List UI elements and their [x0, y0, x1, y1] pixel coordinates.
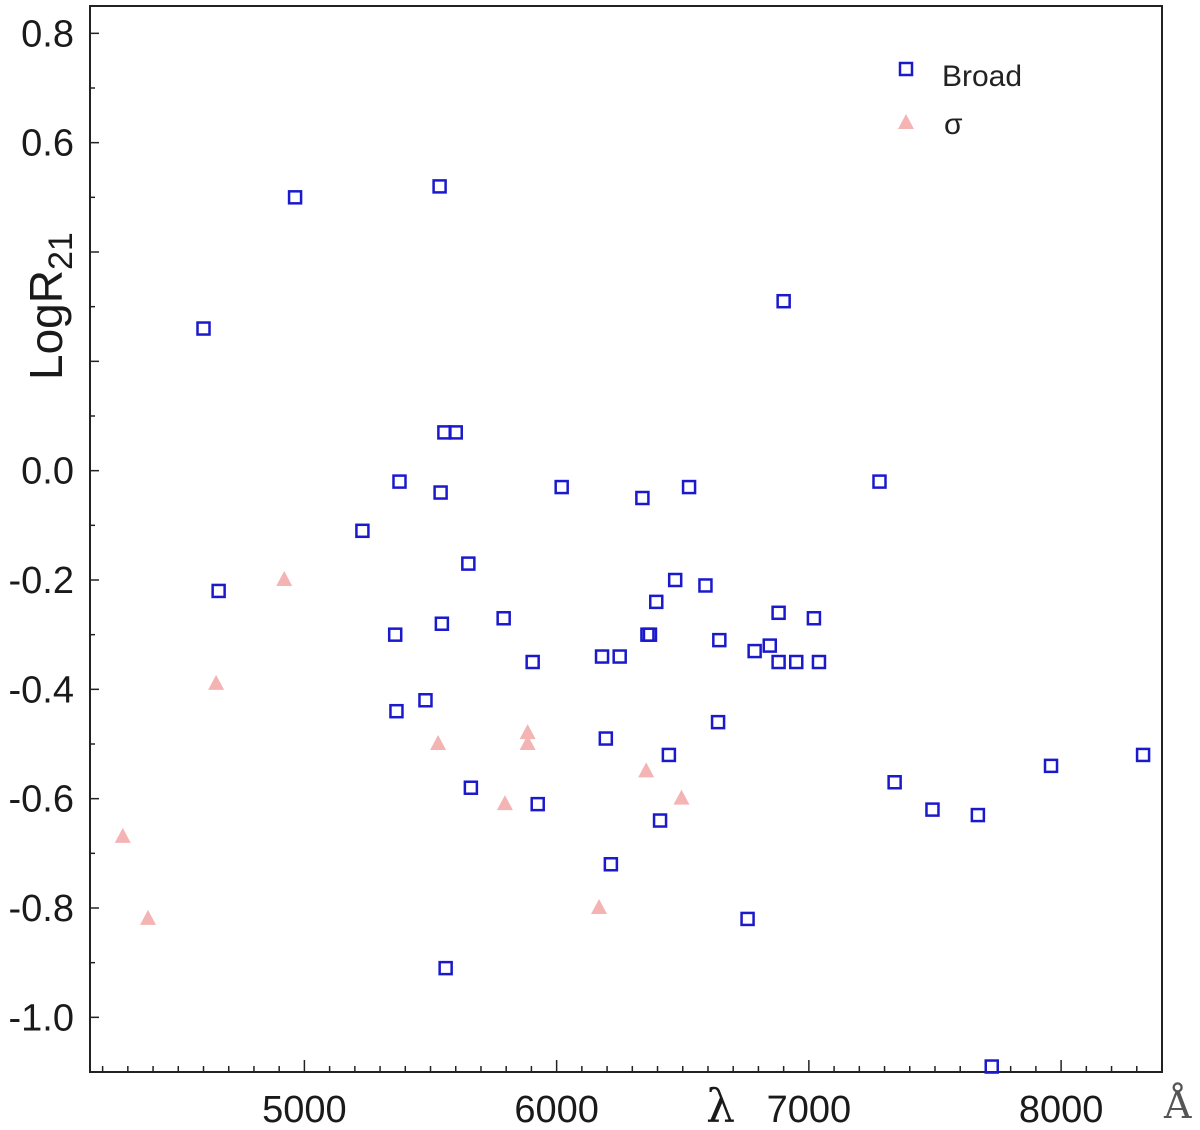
broad-point	[196, 321, 211, 336]
broad-point	[970, 807, 986, 823]
y-axis-label: LogR21	[20, 232, 80, 380]
broad-point	[681, 479, 697, 495]
x-tick-label: 7000	[767, 1089, 852, 1130]
sigma-point	[430, 735, 447, 750]
broad-point	[463, 780, 479, 795]
legend-marker-broad	[898, 61, 914, 77]
sigma-point	[673, 789, 690, 805]
broad-point	[806, 611, 822, 626]
x-tick-label: 6000	[514, 1089, 599, 1130]
broad-point	[789, 654, 804, 670]
plot-frame	[89, 5, 1163, 1073]
x-tick-label: 8000	[1019, 1089, 1104, 1130]
broad-point	[598, 731, 614, 746]
broad-point	[771, 605, 786, 621]
sigma-point	[496, 795, 513, 811]
broad-point	[762, 638, 778, 653]
sigma-point	[140, 909, 157, 925]
sigma-point	[276, 571, 293, 586]
y-tick-label: -0.2	[9, 560, 74, 602]
broad-point	[603, 857, 619, 872]
legend: Broad σ	[898, 60, 1022, 141]
broad-point	[432, 179, 447, 194]
broad-point	[712, 632, 727, 648]
broad-point	[496, 611, 511, 626]
sigma-point	[519, 724, 536, 740]
broad-point	[710, 714, 726, 730]
broad-point	[925, 802, 940, 817]
broad-point	[461, 556, 476, 571]
y-tick-label: -1.0	[9, 997, 74, 1039]
broad-point	[287, 190, 303, 205]
broad-point	[438, 960, 453, 976]
sigma-point	[591, 899, 608, 914]
broad-point	[389, 703, 404, 719]
sigma-point	[638, 762, 655, 778]
legend-marker-sigma	[898, 114, 914, 129]
y-axis-label-main: LogR	[20, 270, 72, 380]
broad-point	[211, 583, 226, 599]
broad-point	[448, 425, 463, 440]
legend-label-broad: Broad	[942, 60, 1022, 93]
broad-point	[740, 911, 755, 927]
broad-point	[433, 485, 448, 500]
sigma-point	[519, 735, 536, 750]
y-tick-label: 0.8	[21, 13, 74, 55]
broad-point	[1135, 747, 1151, 763]
broad-point	[530, 796, 545, 812]
y-axis: 0.8 0.6 0.0 -0.2 -0.4 -0.6 -0.8 -1.0	[9, 13, 99, 1073]
x-tick-label: 5000	[262, 1089, 347, 1130]
broad-point	[418, 693, 433, 708]
broad-point	[434, 616, 450, 631]
broad-point	[1043, 758, 1059, 774]
broad-point	[771, 654, 786, 670]
broad-point	[698, 578, 713, 593]
broad-point	[811, 654, 827, 670]
broad-point	[747, 643, 762, 659]
sigma-point	[114, 827, 131, 843]
broad-point	[652, 813, 668, 828]
broad-point	[635, 490, 650, 506]
broad-point	[392, 474, 407, 489]
broad-point	[642, 627, 658, 642]
x-axis-label: λ	[706, 1079, 735, 1130]
y-tick-label: -0.6	[9, 779, 74, 821]
y-axis-label-subscript: 21	[42, 232, 80, 270]
x-axis: 5000 6000 7000 8000	[101, 1060, 1163, 1130]
y-tick-label: 0.6	[21, 123, 74, 165]
broad-point	[667, 572, 683, 588]
broad-point	[355, 523, 370, 539]
broad-point	[554, 479, 569, 495]
broad-point	[525, 654, 540, 670]
broad-point	[776, 293, 791, 309]
x-axis-unit: Å	[1163, 1083, 1192, 1127]
y-tick-label: -0.8	[9, 888, 74, 930]
y-tick-label: 0.0	[21, 451, 74, 493]
broad-point	[612, 649, 627, 664]
data-points	[114, 179, 1151, 1074]
broad-point	[649, 594, 664, 610]
legend-label-sigma: σ	[944, 108, 963, 141]
broad-point	[984, 1059, 999, 1074]
sigma-point	[208, 674, 225, 690]
broad-point	[661, 747, 677, 763]
y-tick-label: -0.4	[9, 669, 74, 711]
broad-point	[872, 474, 887, 489]
broad-point	[594, 649, 610, 664]
broad-point	[887, 775, 902, 790]
broad-point	[387, 627, 403, 642]
